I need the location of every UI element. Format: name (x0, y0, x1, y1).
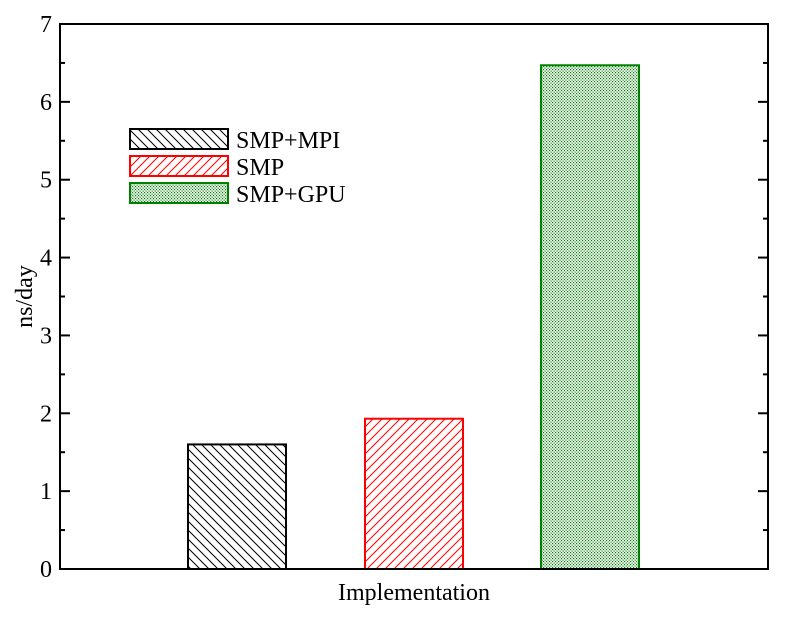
bars-layer (187, 64, 640, 570)
y-tick-label: 2 (40, 401, 52, 427)
legend-label: SMP+MPI (236, 128, 340, 154)
y-tick-label: 0 (40, 557, 52, 583)
y-axis-title: ns/day (12, 265, 38, 328)
legend-label: SMP (236, 155, 284, 181)
plot-frame (59, 23, 769, 570)
y-tick-label: 7 (40, 12, 52, 38)
y-tick-label: 1 (40, 479, 52, 505)
y-tick-label: 6 (40, 90, 52, 116)
y-tick-label: 3 (40, 323, 52, 349)
y-tick-label: 4 (40, 246, 52, 272)
x-axis-title: Implementation (338, 580, 490, 606)
legend-swatch (129, 155, 229, 177)
bar-smp (364, 417, 464, 570)
bar-smp-gpu (540, 64, 640, 570)
legend-label: SMP+GPU (236, 182, 346, 208)
legend-swatch (129, 182, 229, 204)
legend-swatch (129, 128, 229, 150)
bar-smp-mpi (187, 443, 287, 570)
y-tick-label: 5 (40, 168, 52, 194)
